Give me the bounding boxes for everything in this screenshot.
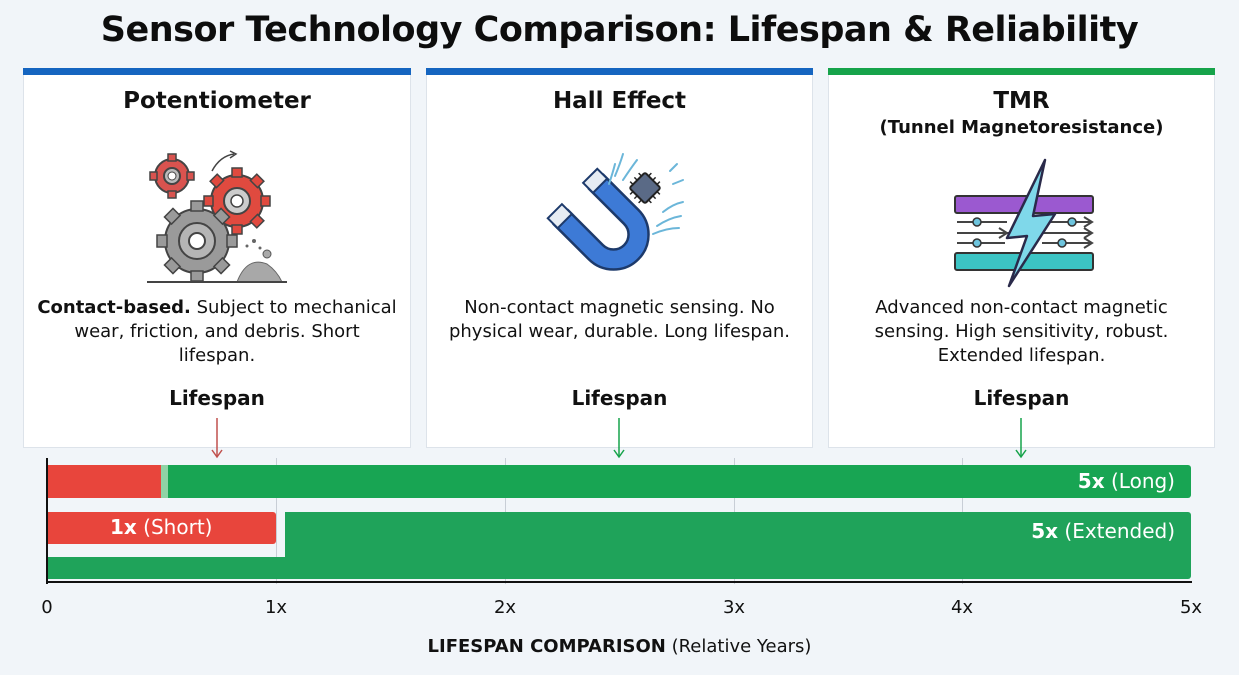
x-tick: 4x	[950, 597, 974, 618]
magnet-chip-icon	[545, 153, 684, 271]
x-axis-label: LIFESPAN COMPARISON (Relative Years)	[427, 636, 812, 657]
card-accent-bar	[23, 68, 411, 75]
bar-label: 5x (Long)	[1077, 469, 1175, 493]
card-title: Hall Effect	[552, 88, 687, 114]
worn-gears-icon	[147, 150, 287, 283]
bar-potentiometer-segment	[47, 465, 161, 498]
card-accent-bar	[426, 68, 813, 75]
card-hall-effect: Hall Effect Non-contact magnetic sensing…	[426, 68, 813, 448]
x-tick: 0	[41, 597, 53, 618]
lifespan-label: Lifespan	[973, 386, 1070, 410]
lifespan-label: Lifespan	[169, 386, 265, 410]
arrow-down-icon	[613, 418, 625, 459]
lifespan-label: Lifespan	[571, 386, 668, 410]
bar-label: 5x (Extended)	[1031, 519, 1175, 543]
x-tick: 5x	[1179, 597, 1203, 618]
gridline	[276, 458, 277, 584]
card-description: Advanced non-contact magnetic sensing. H…	[874, 297, 1169, 366]
card-description: Contact-based. Subject to mechanical wea…	[37, 297, 397, 366]
bar-label: 1x (Short)	[110, 515, 213, 539]
bar-tmr: 5x (Extended)	[285, 512, 1191, 579]
card-title: TMR	[993, 88, 1050, 114]
bar-hall-effect: 5x (Long)	[168, 465, 1191, 498]
card-title: Potentiometer	[123, 88, 311, 114]
tunnel-lightning-icon	[953, 158, 1094, 288]
card-tmr: TMR (Tunnel Magnetoresistance) Advanced …	[828, 68, 1215, 448]
x-axis	[46, 581, 1192, 583]
x-tick: 2x	[493, 597, 517, 618]
x-tick: 1x	[264, 597, 288, 618]
x-tick: 3x	[722, 597, 746, 618]
page-title: Sensor Technology Comparison: Lifespan &…	[100, 10, 1139, 50]
arrow-down-icon	[211, 418, 223, 459]
y-axis	[46, 458, 48, 584]
arrow-down-icon	[1015, 418, 1027, 459]
card-description: Non-contact magnetic sensing. No physica…	[448, 297, 791, 342]
card-subtitle: (Tunnel Magnetoresistance)	[879, 117, 1164, 138]
bar-tmr-base	[47, 557, 287, 579]
card-potentiometer: Potentiometer	[23, 68, 411, 448]
bar-potentiometer: 1x (Short)	[47, 512, 276, 544]
bar-divider	[161, 465, 168, 498]
card-accent-bar	[828, 68, 1215, 75]
